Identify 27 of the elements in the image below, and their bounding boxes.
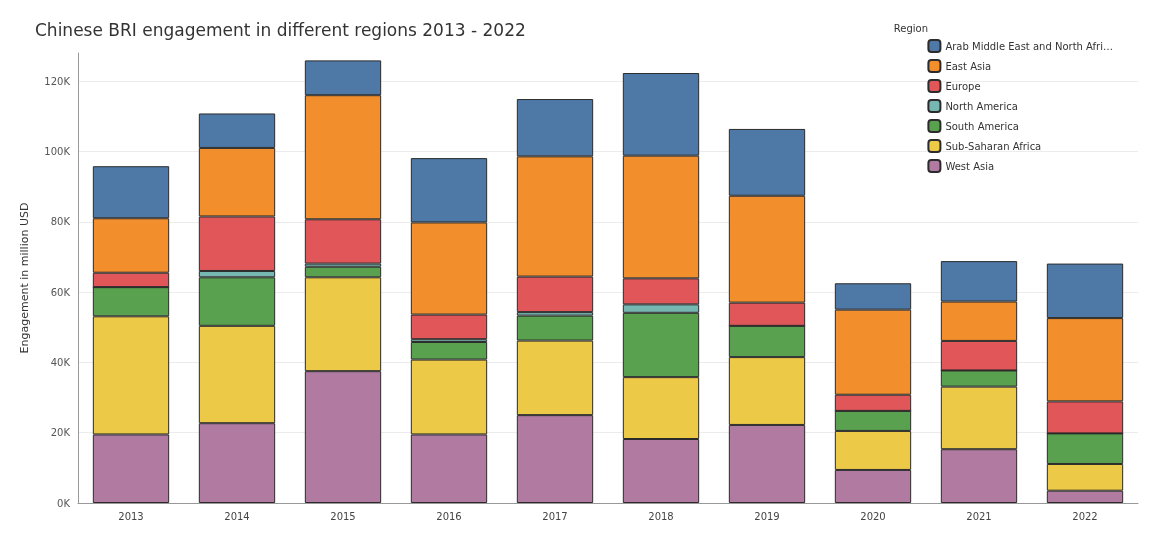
x-tick-label: 2016: [436, 510, 462, 522]
y-tick-label: 0K: [57, 497, 71, 509]
x-tick-label: 2013: [118, 510, 144, 522]
legend-label: Europe: [945, 80, 981, 92]
chart-title: Chinese BRI engagement in different regions 2013 - 2022: [35, 19, 526, 40]
legend-label: North America: [945, 100, 1018, 112]
legend-label: Sub-Saharan Africa: [945, 140, 1042, 152]
x-tick-label: 2017: [542, 510, 568, 522]
legend-label: West Asia: [945, 160, 995, 172]
x-tick-label: 2022: [1072, 510, 1098, 522]
x-tick-label: 2018: [648, 510, 674, 522]
y-axis-title: Engagement in million USD: [18, 202, 31, 354]
legend-title: Region: [893, 22, 928, 34]
legend-label: South America: [945, 120, 1019, 132]
x-tick-label: 2019: [754, 510, 780, 522]
y-tick-label: 120K: [44, 75, 71, 87]
legend-label: East Asia: [945, 60, 992, 72]
y-tick-label: 60K: [50, 286, 71, 298]
y-tick-label: 100K: [44, 145, 71, 157]
y-tick-label: 80K: [50, 216, 71, 228]
legend-label: Arab Middle East and North Afri…: [945, 40, 1113, 52]
x-tick-label: 2021: [966, 510, 992, 522]
x-tick-label: 2015: [330, 510, 356, 522]
y-tick-label: 20K: [50, 427, 71, 439]
x-tick-label: 2014: [224, 510, 250, 522]
y-tick-label: 40K: [50, 356, 71, 368]
x-tick-label: 2020: [860, 510, 886, 522]
